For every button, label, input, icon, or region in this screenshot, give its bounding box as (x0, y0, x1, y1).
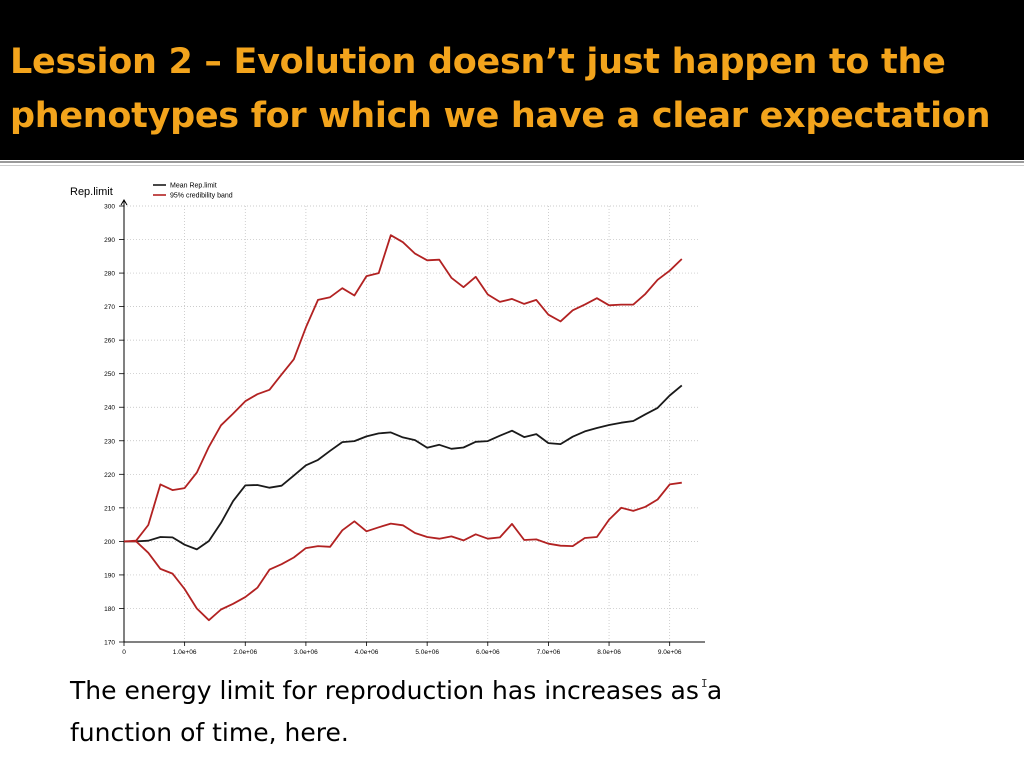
text-cursor-icon: I (701, 677, 708, 690)
x-tick-label: 6.0e+06 (476, 649, 500, 656)
slide-title-line-2: phenotypes for which we have a clear exp… (10, 96, 991, 136)
x-tick-label: 5.0e+06 (415, 649, 439, 656)
chart-series (123, 234, 683, 622)
y-axis-label: Rep.limit (70, 186, 113, 198)
y-tick-label: 170 (104, 640, 115, 647)
y-tick-label: 280 (104, 271, 115, 278)
x-tick-label: 0 (122, 649, 126, 656)
series-line-3 (124, 481, 682, 622)
x-tick-label: 3.0e+06 (294, 649, 318, 656)
y-tick-label: 220 (104, 472, 115, 479)
slide-title-line-1: Lession 2 – Evolution doesn’t just happe… (10, 42, 946, 82)
y-tick-label: 180 (104, 606, 115, 613)
x-tick-label: 1.0e+06 (173, 649, 197, 656)
y-tick-label: 250 (104, 371, 115, 378)
y-tick-label: 270 (104, 304, 115, 311)
legend-label: Mean Rep.limit (170, 183, 217, 190)
y-tick-label: 260 (104, 338, 115, 345)
y-tick-label: 290 (104, 237, 115, 244)
x-tick-label: 7.0e+06 (537, 649, 561, 656)
chart-axes: 170 180 190 200 210 220 230 240 250 260 270 280 290 3… (104, 199, 705, 656)
x-tick-label: 2.0e+06 (233, 649, 257, 656)
header-divider-thin (0, 165, 1024, 166)
y-tick-label: 210 (104, 505, 115, 512)
y-tick-label: 300 (104, 204, 115, 211)
rep-limit-line-chart: 170 180 190 200 210 220 230 240 250 260 270 280 290 3… (70, 183, 705, 656)
x-tick-label: 8.0e+06 (597, 649, 621, 656)
x-tick-label: 4.0e+06 (355, 649, 379, 656)
chart-grid (124, 205, 700, 642)
y-tick-label: 200 (104, 539, 115, 546)
chart-legend: Mean Rep.limit 95% credibility band (153, 183, 233, 200)
y-tick-label: 240 (104, 405, 115, 412)
header-divider (0, 161, 1024, 163)
y-axis-arrow-icon (120, 199, 128, 206)
slide-header: Lession 2 – Evolution doesn’t just happe… (0, 0, 1024, 160)
y-tick-label: 190 (104, 572, 115, 579)
slide-caption: The energy limit for reproduction has in… (70, 676, 723, 747)
x-tick-label: 9.0e+06 (658, 649, 682, 656)
series-line-2 (123, 234, 683, 543)
y-tick-label: 230 (104, 438, 115, 445)
series-line-1 (124, 384, 683, 551)
legend-label: 95% credibility band (170, 193, 233, 200)
